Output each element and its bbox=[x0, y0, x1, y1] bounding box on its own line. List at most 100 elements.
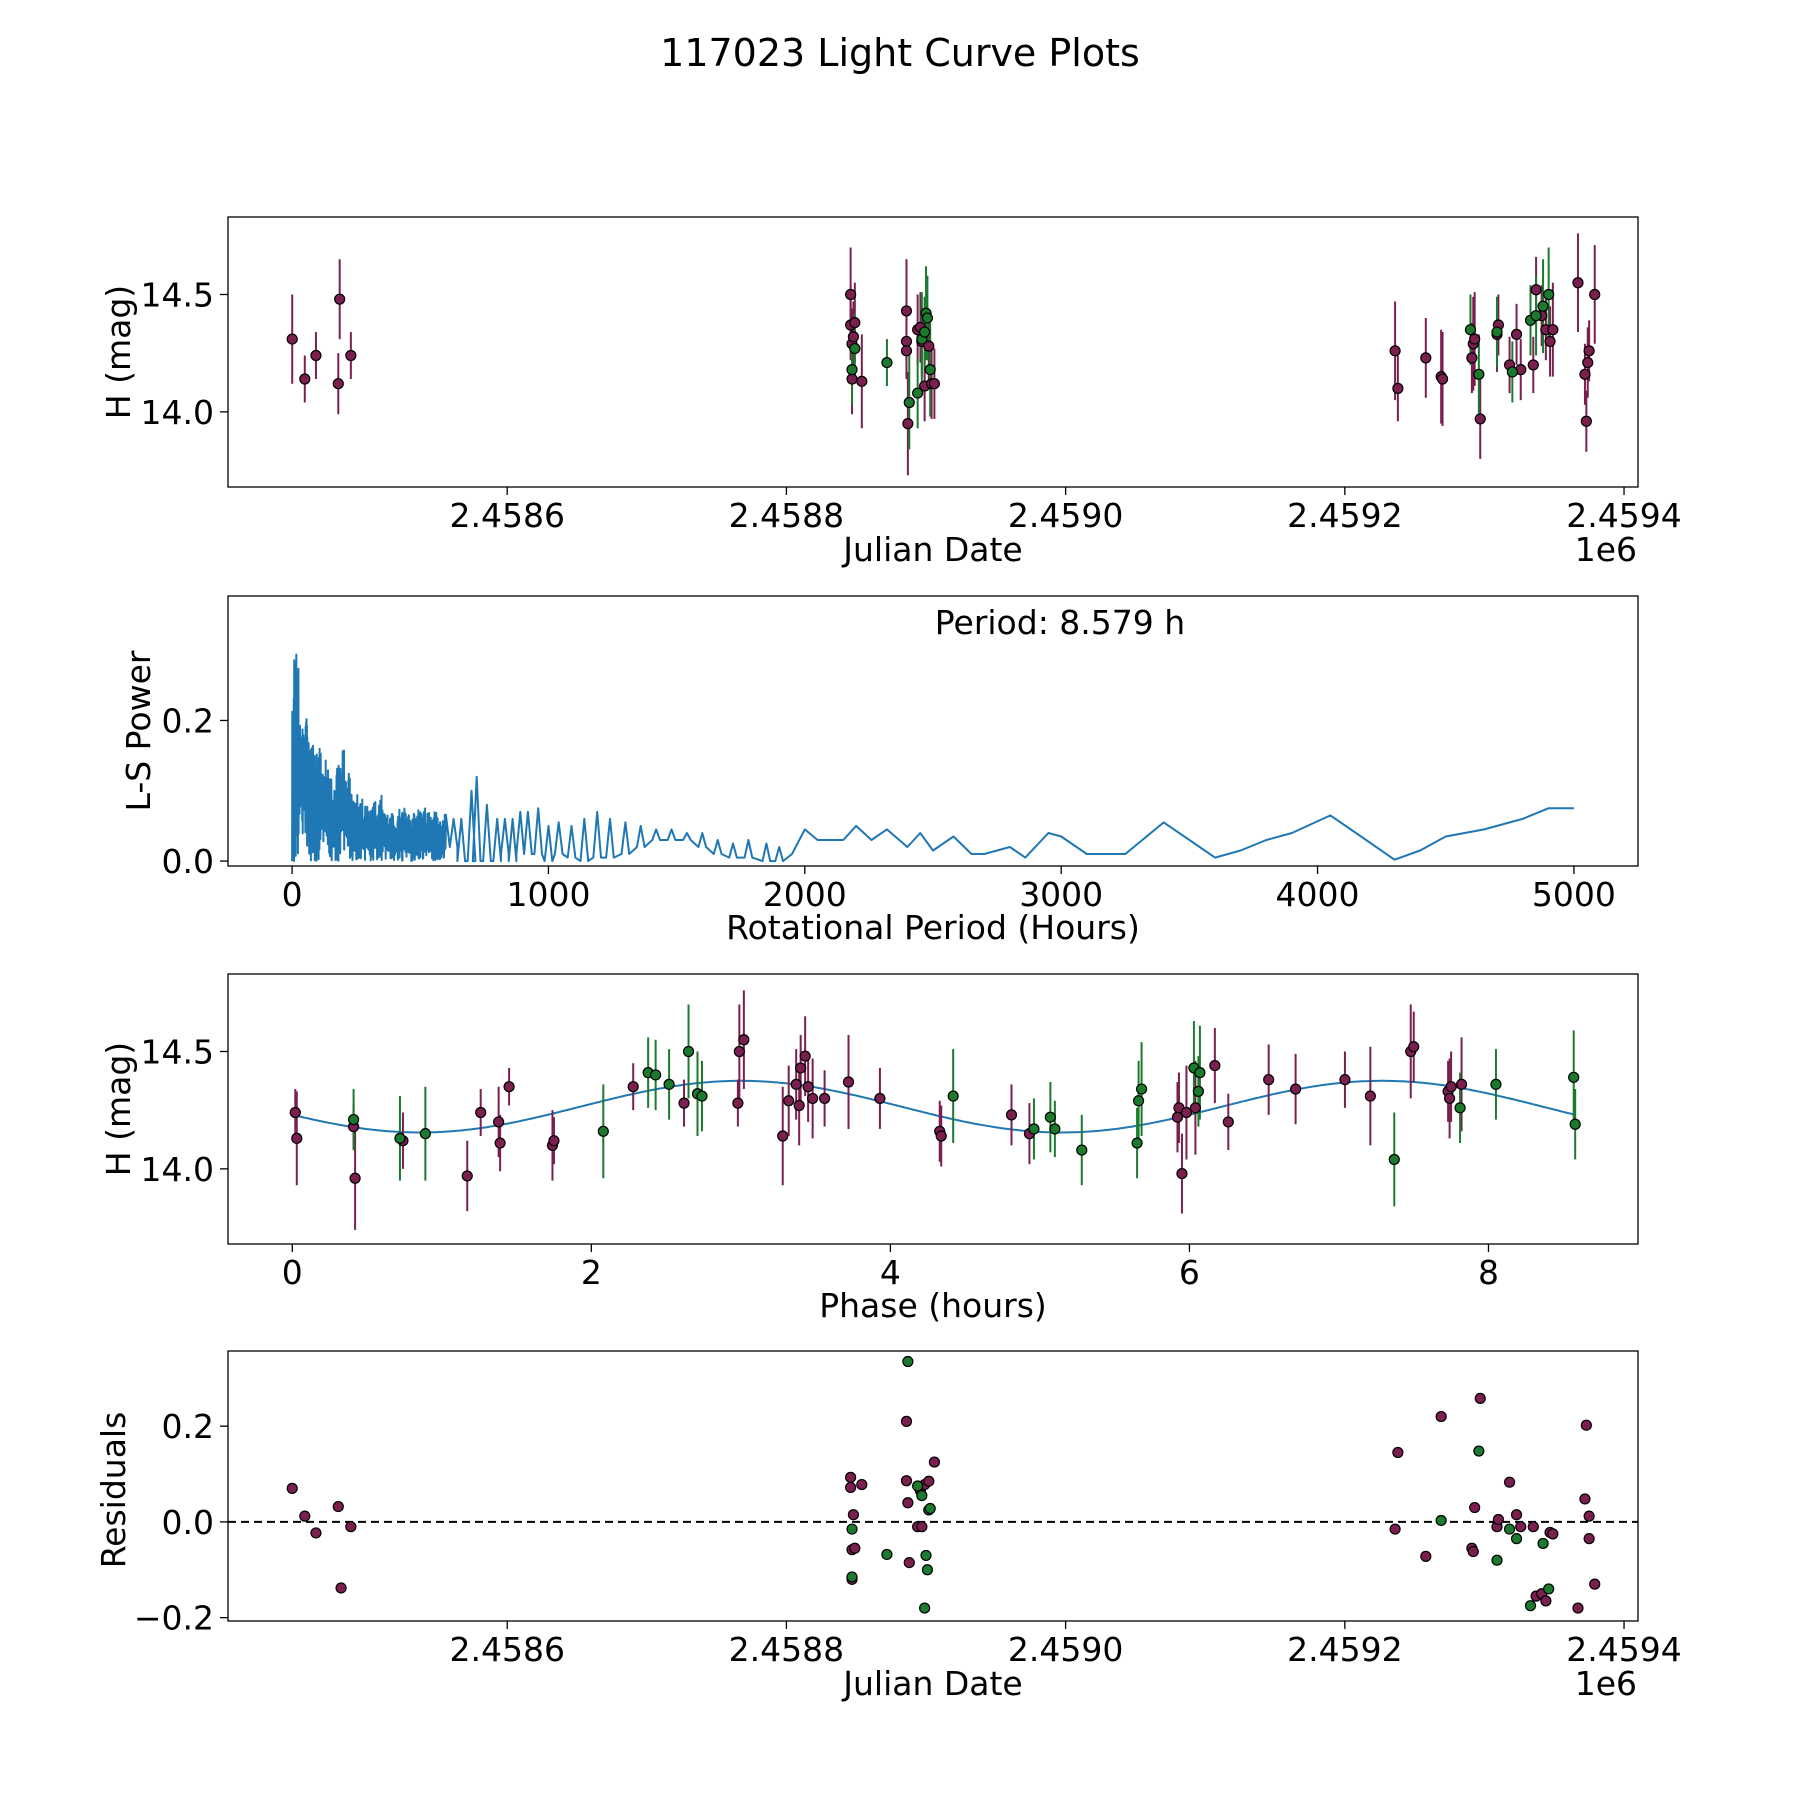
purple-point bbox=[874, 1092, 886, 1105]
purple-point bbox=[332, 378, 344, 390]
purple-point bbox=[1364, 1090, 1376, 1102]
green-point bbox=[1537, 1537, 1549, 1550]
green-point bbox=[881, 1548, 893, 1561]
purple-point bbox=[1392, 382, 1404, 394]
green-point bbox=[1543, 288, 1555, 301]
figure-title: 117023 Light Curve Plots bbox=[660, 31, 1140, 75]
purple-point bbox=[849, 1542, 861, 1554]
x-tick-label: 0 bbox=[282, 1253, 303, 1292]
purple-point bbox=[1492, 1513, 1504, 1526]
x-tick-label: 3000 bbox=[1019, 875, 1103, 914]
green-point bbox=[1388, 1153, 1400, 1166]
purple-point bbox=[299, 1510, 311, 1522]
green-point bbox=[919, 1602, 931, 1614]
x-tick-label: 2.4592 bbox=[1287, 496, 1402, 535]
purple-point bbox=[845, 288, 857, 301]
purple-point bbox=[900, 335, 913, 348]
purple-point bbox=[846, 373, 858, 385]
purple-point bbox=[1589, 1578, 1601, 1590]
purple-point bbox=[1005, 1109, 1018, 1121]
green-point bbox=[912, 387, 924, 399]
x-tick-label: 2.4592 bbox=[1287, 1630, 1402, 1669]
purple-point bbox=[494, 1137, 506, 1149]
purple-point bbox=[289, 1106, 301, 1119]
purple-point bbox=[1572, 1602, 1584, 1614]
residuals-ylabel: Residuals bbox=[94, 1412, 133, 1569]
green-point bbox=[1537, 300, 1549, 312]
purple-point bbox=[332, 1500, 344, 1513]
purple-point bbox=[1527, 359, 1539, 371]
green-point bbox=[947, 1090, 959, 1102]
panel-light-curve: 2.4586 2.4588 2.4590 2.4592 2.4594 14.0 14.5 J… bbox=[99, 216, 1682, 569]
green-point bbox=[1028, 1123, 1040, 1135]
purple-point bbox=[1389, 345, 1401, 357]
green-point bbox=[1569, 1118, 1581, 1130]
green-point bbox=[846, 364, 858, 376]
green-point bbox=[1543, 1583, 1555, 1595]
period-annotation: Period: 8.579 h bbox=[935, 603, 1185, 642]
x-tick-label: 2.4594 bbox=[1566, 1630, 1681, 1669]
x-tick-label: 0 bbox=[282, 875, 303, 914]
periodogram-axes-frame bbox=[227, 595, 1639, 867]
purple-point bbox=[548, 1135, 560, 1147]
purple-point bbox=[1510, 1509, 1523, 1521]
green-point bbox=[846, 1571, 858, 1583]
green-point bbox=[846, 1523, 858, 1535]
green-point bbox=[902, 1355, 914, 1368]
purple-point bbox=[1579, 1493, 1591, 1505]
purple-point bbox=[349, 1172, 361, 1184]
panel-periodogram: 0 1000 2000 3000 4000 5000 0.0 0.2 Period: 8.57… bbox=[119, 595, 1639, 947]
purple-point bbox=[1589, 288, 1601, 301]
purple-point bbox=[900, 305, 913, 317]
purple-point bbox=[1474, 413, 1486, 425]
x-tick-label: 2000 bbox=[763, 875, 847, 914]
y-tick-label: 0.2 bbox=[162, 1407, 214, 1446]
purple-point bbox=[1445, 1081, 1457, 1093]
purple-point bbox=[900, 345, 913, 357]
green-point bbox=[921, 312, 934, 324]
x-tick-label: 2.4588 bbox=[729, 1630, 844, 1669]
purple-point bbox=[1579, 368, 1591, 380]
purple-point bbox=[1469, 333, 1481, 345]
green-point bbox=[394, 1132, 406, 1144]
residuals-ticks: 2.4586 2.4588 2.4590 2.4592 2.4594 −0.2 0.0 0.2 bbox=[134, 1407, 1682, 1669]
x-tick-label: 2.4590 bbox=[1008, 1630, 1123, 1669]
purple-point bbox=[291, 1132, 303, 1144]
purple-point bbox=[856, 1478, 868, 1491]
x-tick-label: 6 bbox=[1179, 1253, 1200, 1292]
purple-point bbox=[777, 1130, 789, 1142]
purple-point bbox=[1466, 352, 1478, 364]
green-point bbox=[347, 1113, 360, 1126]
green-point bbox=[924, 1502, 936, 1515]
purple-point bbox=[923, 1475, 935, 1487]
purple-point bbox=[783, 1095, 795, 1107]
purple-point bbox=[1389, 1523, 1401, 1535]
green-point bbox=[1510, 1533, 1523, 1545]
purple-point bbox=[1339, 1074, 1351, 1086]
periodogram-ylabel: L-S Power bbox=[119, 650, 158, 811]
purple-point bbox=[1503, 1476, 1516, 1488]
purple-point bbox=[923, 340, 935, 352]
purple-point bbox=[1544, 335, 1556, 348]
green-point bbox=[1464, 324, 1477, 336]
y-tick-label: 0.0 bbox=[162, 1503, 214, 1542]
periodogram-xlabel: Rotational Period (Hours) bbox=[726, 908, 1140, 947]
green-point bbox=[1473, 1445, 1485, 1457]
x-tick-label: 4000 bbox=[1276, 875, 1360, 914]
green-point bbox=[1491, 1554, 1503, 1566]
green-point bbox=[1490, 1078, 1502, 1090]
purple-point bbox=[1469, 1501, 1481, 1514]
purple-point bbox=[1510, 328, 1523, 340]
purple-point bbox=[847, 1509, 860, 1521]
purple-point bbox=[335, 1582, 347, 1594]
purple-point bbox=[1583, 1510, 1595, 1522]
green-point bbox=[419, 1128, 431, 1140]
purple-point bbox=[1540, 1595, 1552, 1607]
purple-point bbox=[1392, 1446, 1404, 1459]
purple-point bbox=[1547, 324, 1559, 336]
purple-point bbox=[1222, 1116, 1234, 1128]
purple-point bbox=[310, 1527, 322, 1539]
purple-point bbox=[793, 1099, 805, 1112]
purple-point bbox=[733, 1045, 745, 1058]
purple-point bbox=[847, 331, 860, 343]
